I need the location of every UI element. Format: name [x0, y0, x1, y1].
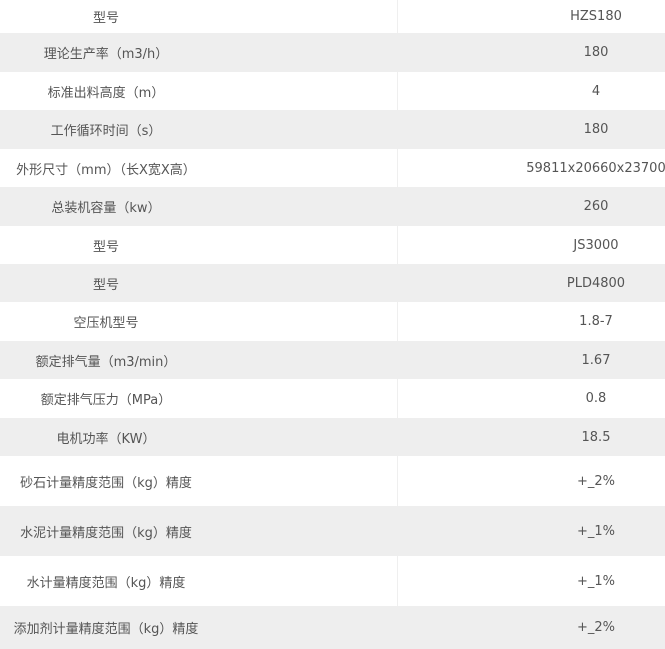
spec-value: 180 — [583, 45, 609, 60]
spec-label: 外形尺寸（mm）（长X宽X高） — [16, 162, 196, 178]
table-row: 添加剂计量精度范围（kg）精度 +_2% — [0, 606, 665, 649]
table-row: 型号 PLD4800 — [0, 264, 665, 302]
spec-label: 工作循环时间（s） — [50, 124, 162, 139]
spec-value: HZS180 — [570, 9, 622, 24]
spec-label: 型号 — [92, 239, 119, 255]
column-divider — [397, 302, 398, 341]
spec-value: 59811x20660x23700 — [526, 160, 665, 176]
table-row: 工作循环时间（s） 180 — [0, 110, 665, 149]
spec-value: +_1% — [576, 573, 616, 589]
column-divider — [397, 72, 398, 110]
spec-value: 18.5 — [581, 429, 611, 445]
table-row: 空压机型号 1.8-7 — [0, 302, 665, 341]
spec-value: 1.67 — [581, 352, 611, 368]
spec-label: 总装机容量（kw） — [51, 201, 161, 216]
spec-value: +_2% — [576, 473, 616, 489]
spec-label: 空压机型号 — [73, 316, 139, 331]
spec-value: 0.8 — [585, 391, 607, 406]
column-divider — [397, 379, 398, 418]
spec-label: 型号 — [92, 11, 119, 26]
table-row: 额定排气压力（MPa） 0.8 — [0, 379, 665, 418]
spec-value: 4 — [591, 83, 601, 99]
spec-label: 额定排气压力（MPa） — [40, 393, 172, 408]
spec-value: +_1% — [576, 523, 616, 539]
table-row: 外形尺寸（mm）（长X宽X高） 59811x20660x23700 — [0, 149, 665, 187]
table-row: 额定排气量（m3/min） 1.67 — [0, 341, 665, 379]
spec-label: 理论生产率（m3/h） — [43, 47, 169, 62]
table-row: 标准出料高度（m） 4 — [0, 72, 665, 110]
column-divider — [397, 149, 398, 187]
spec-value: PLD4800 — [566, 275, 626, 291]
spec-value: +_2% — [576, 620, 616, 635]
table-row: 型号 HZS180 — [0, 0, 665, 33]
spec-value: JS3000 — [573, 237, 619, 253]
spec-label: 电机功率（KW） — [56, 431, 156, 447]
spec-value: 180 — [583, 122, 609, 137]
spec-label: 添加剂计量精度范围（kg）精度 — [13, 622, 199, 637]
table-row: 理论生产率（m3/h） 180 — [0, 33, 665, 72]
spec-label: 型号 — [92, 277, 119, 293]
table-row: 总装机容量（kw） 260 — [0, 187, 665, 226]
spec-label: 水泥计量精度范围（kg）精度 — [20, 525, 192, 541]
table-row: 型号 JS3000 — [0, 226, 665, 264]
spec-label: 额定排气量（m3/min） — [35, 354, 177, 370]
table-row: 水泥计量精度范围（kg）精度 +_1% — [0, 506, 665, 556]
spec-label: 砂石计量精度范围（kg）精度 — [20, 475, 192, 491]
spec-value: 260 — [583, 199, 609, 214]
table-row: 砂石计量精度范围（kg）精度 +_2% — [0, 456, 665, 506]
spec-label: 标准出料高度（m） — [47, 85, 165, 101]
spec-label: 水计量精度范围（kg）精度 — [26, 575, 186, 591]
column-divider — [397, 0, 398, 33]
spec-value: 1.8-7 — [579, 314, 613, 329]
table-row: 水计量精度范围（kg）精度 +_1% — [0, 556, 665, 606]
column-divider — [397, 456, 398, 506]
table-row: 电机功率（KW） 18.5 — [0, 418, 665, 456]
column-divider — [397, 556, 398, 606]
column-divider — [397, 226, 398, 264]
